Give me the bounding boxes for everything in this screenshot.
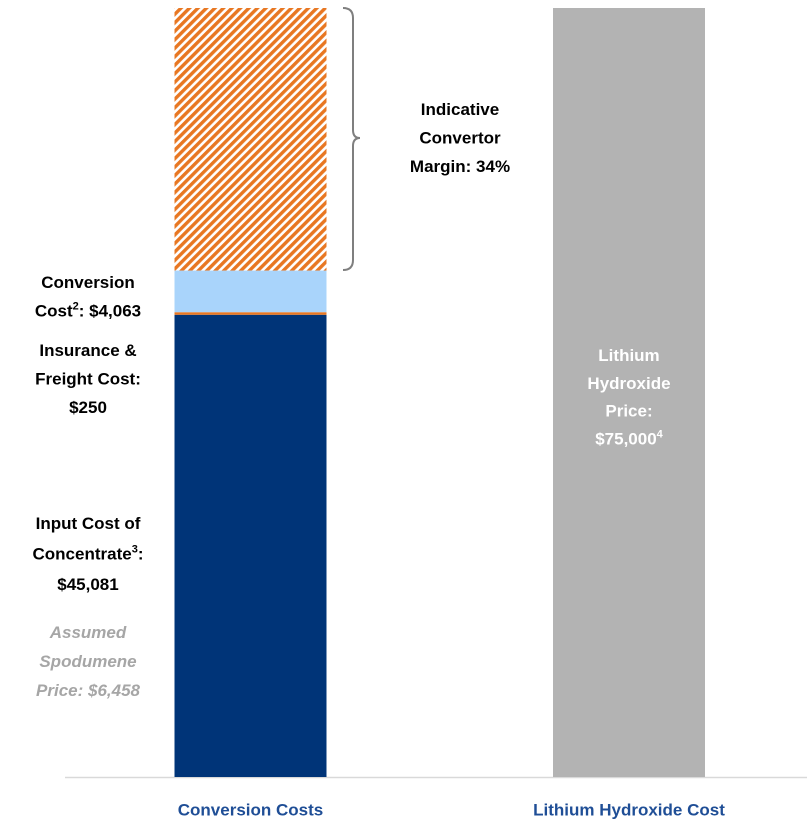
x-tick-label: Lithium Hydroxide Cost: [533, 800, 725, 819]
annotation-line: Lithium: [598, 346, 659, 365]
annotation-line: Conversion: [41, 273, 135, 292]
annotation-line: $250: [69, 398, 107, 417]
annotation-text: Price:: [605, 402, 652, 421]
superscript: 4: [657, 428, 664, 440]
annotation-line: Insurance &: [39, 341, 136, 360]
bar-segment: [174, 270, 327, 313]
annotation-text: : $4,063: [79, 302, 141, 321]
margin-bracket: [342, 7, 361, 271]
superscript: 3: [132, 543, 138, 555]
annotation-text: Indicative: [421, 100, 499, 119]
annotation-text: Spodumene: [39, 652, 136, 671]
bar-segment: [174, 312, 327, 315]
annotation-line: Spodumene: [39, 652, 136, 671]
annotation-text: Lithium: [598, 346, 659, 365]
annotation-line: Cost2: $4,063: [35, 300, 141, 321]
annotation-line: Indicative: [421, 100, 499, 119]
annotation-line: $75,0004: [595, 428, 663, 449]
annotation-text: Insurance &: [39, 341, 136, 360]
annotation-line: Concentrate3:: [33, 543, 144, 564]
annotation-line: Input Cost of: [36, 514, 141, 533]
superscript: 2: [73, 300, 79, 312]
annotation-line: Assumed: [49, 623, 127, 642]
annotation-text: Hydroxide: [587, 374, 670, 393]
annotation-line: Convertor: [419, 129, 501, 148]
bar-segment: [553, 8, 705, 777]
annotation-text: $75,000: [595, 430, 656, 449]
annotation-text: Assumed: [49, 623, 127, 642]
bar-segment: [174, 314, 327, 777]
annotation-text: :: [138, 545, 144, 564]
annotation-line: Hydroxide: [587, 374, 670, 393]
annotation-text: $250: [69, 398, 107, 417]
bar-segment: [174, 8, 327, 271]
annotation-line: Margin: 34%: [410, 157, 510, 176]
annotation-line: Price: $6,458: [36, 681, 141, 700]
annotation-text: $45,081: [57, 575, 118, 594]
annotation-text: Conversion: [41, 273, 135, 292]
annotation-text: Margin: 34%: [410, 157, 510, 176]
annotation-text: Input Cost of: [36, 514, 141, 533]
annotation-text: Freight Cost:: [35, 370, 141, 389]
annotation-text: Cost: [35, 302, 73, 321]
annotation-text: Price: $6,458: [36, 681, 141, 700]
annotation-line: Freight Cost:: [35, 370, 141, 389]
x-tick-label: Conversion Costs: [178, 800, 323, 819]
annotation-line: $45,081: [57, 575, 118, 594]
annotation-line: Price:: [605, 402, 652, 421]
annotation-text: Concentrate: [33, 545, 132, 564]
annotation-text: Convertor: [419, 129, 501, 148]
